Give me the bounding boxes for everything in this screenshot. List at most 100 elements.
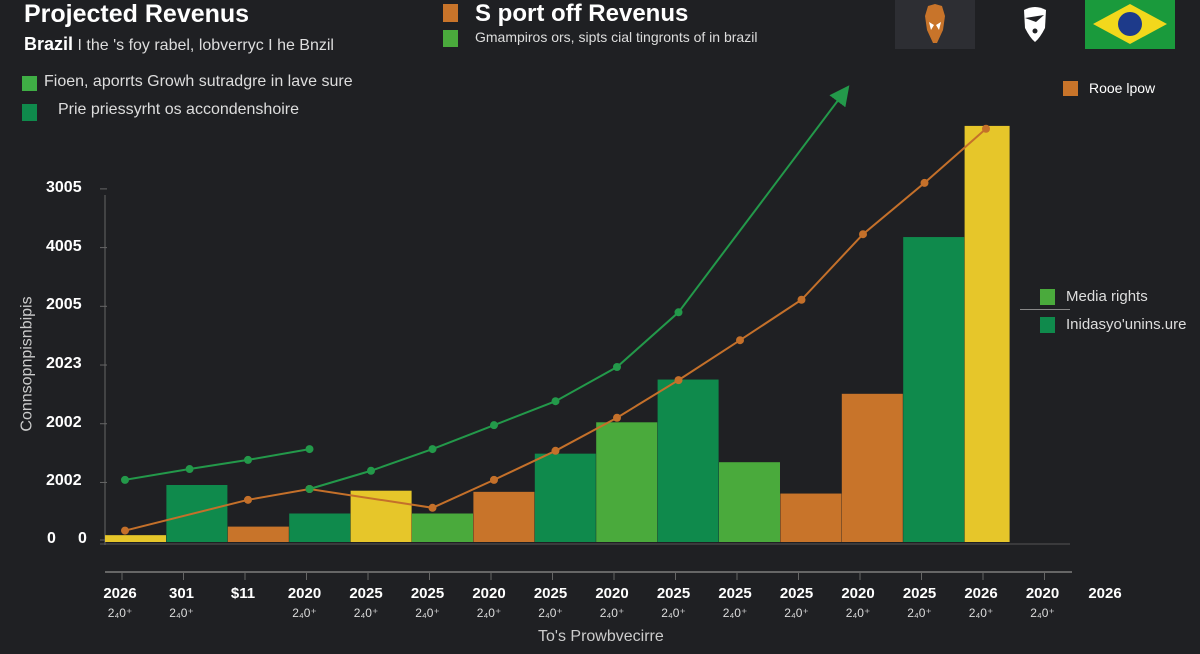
legend-item: Rooe lpow	[1089, 80, 1156, 96]
data-point	[185, 465, 194, 474]
x-tick-sublabel: 2₄0⁺	[538, 606, 563, 620]
data-point	[613, 413, 621, 422]
legend-item: Fioen, aporrts Growh sutradgre in lave s…	[44, 73, 353, 90]
x-tick-label: 2020	[287, 585, 322, 602]
legend-swatch	[443, 4, 458, 22]
x-tick-sublabel: 2₄0⁺	[169, 606, 194, 620]
x-tick-label: 2025	[718, 585, 752, 602]
y-tick-label: 2002	[46, 472, 82, 490]
x-tick-sublabel: 2₄0⁺	[661, 606, 686, 620]
legend-item: Prie priessyrht os accondenshoire	[58, 101, 300, 118]
x-tick-label: 2026	[1088, 585, 1122, 602]
bar	[227, 526, 289, 542]
bar	[412, 513, 473, 542]
x-tick-label: $11	[230, 585, 256, 602]
bar	[964, 125, 1010, 543]
y-tick-label: 2005	[46, 296, 82, 314]
legend-divider	[1020, 309, 1070, 310]
data-point	[551, 446, 560, 455]
data-point	[490, 475, 498, 484]
x-tick-label: 2026	[103, 585, 137, 602]
x-tick-label: 2025	[779, 585, 814, 602]
x-tick-sublabel: 2₄0⁺	[292, 606, 317, 620]
data-point	[428, 445, 437, 454]
legend-swatch	[443, 30, 458, 47]
legend-item: Media rights	[1066, 288, 1148, 305]
y-tick-label: 2023	[46, 355, 82, 373]
x-tick-label: 2020	[841, 585, 875, 602]
legend-swatch	[1040, 289, 1055, 305]
x-tick-sublabel: 2₄0⁺	[353, 606, 379, 620]
data-point	[367, 466, 375, 475]
x-tick-label: 2025	[902, 585, 937, 602]
subtitle-text: I the 's foy rabel, lobverryc I he Bnzil	[77, 37, 334, 54]
subtitle: Brazil I the 's foy rabel, lobverryc I h…	[24, 34, 334, 55]
data-point	[674, 308, 683, 317]
secondary-title: S port off Revenus	[475, 0, 689, 27]
subtitle-country: Brazil	[24, 34, 74, 54]
x-tick-label: 2025	[656, 585, 691, 602]
y-tick-label: 4005	[46, 237, 82, 255]
y-tick-label: 3005	[46, 178, 82, 196]
data-point	[305, 445, 314, 454]
bar	[596, 422, 658, 542]
data-point	[797, 295, 806, 304]
legend-item: Inidasyo'unins.ure	[1066, 316, 1187, 333]
bar	[903, 237, 965, 543]
x-tick-label: 2025	[533, 585, 568, 602]
data-point	[428, 503, 437, 512]
y-tick-label: 0	[78, 530, 87, 547]
x-tick-sublabel: 2₄0⁺	[845, 606, 871, 620]
x-tick-label: 2026	[964, 585, 998, 602]
x-tick-sublabel: 2₄0⁺	[722, 606, 748, 620]
bar	[534, 453, 596, 542]
brazil-flag-icon	[1085, 0, 1175, 49]
bar	[841, 393, 903, 542]
legend-swatch	[22, 104, 37, 121]
data-point	[244, 455, 252, 464]
x-tick-label: 2020	[595, 585, 629, 602]
series-line	[309, 85, 850, 490]
legend-swatch	[1063, 81, 1078, 96]
x-tick-sublabel: 2₄0⁺	[784, 606, 809, 620]
y-tick-label: 0	[47, 530, 56, 547]
x-tick-label: 2025	[349, 585, 383, 602]
data-point	[613, 363, 621, 372]
data-point	[736, 336, 744, 345]
x-tick-label: 2020	[1025, 585, 1060, 602]
x-tick-label: 2025	[410, 585, 445, 602]
x-tick-sublabel: 2₄0⁺	[415, 606, 440, 620]
bar	[289, 513, 351, 542]
data-point	[920, 178, 929, 187]
legend-swatch	[22, 76, 37, 91]
data-point	[982, 124, 990, 133]
bar	[473, 491, 535, 542]
y-tick-label: 2002	[46, 413, 82, 431]
x-tick-sublabel: 2₄0⁺	[1030, 606, 1055, 620]
shield-icon	[1010, 0, 1060, 49]
secondary-subtitle: Gmampiros ors, sipts cial tingronts of i…	[475, 29, 758, 45]
data-point	[244, 495, 252, 504]
bar	[657, 379, 719, 542]
x-axis-label: To's Prowbvecirre	[538, 628, 664, 645]
data-point	[859, 230, 867, 239]
x-tick-label: 2020	[472, 585, 506, 602]
mask-icon	[895, 0, 975, 49]
bar	[350, 490, 412, 542]
x-tick-sublabel: 2₄0⁺	[968, 606, 994, 620]
data-point	[490, 421, 498, 430]
data-point	[121, 526, 129, 535]
y-axis-label: Connsopnpisnbipis	[18, 296, 36, 432]
bar	[105, 535, 166, 542]
data-point	[551, 397, 560, 406]
data-point	[305, 484, 314, 493]
data-point	[674, 376, 683, 385]
page-title: Projected Revenus	[24, 0, 250, 28]
x-tick-sublabel: 2₄0⁺	[599, 606, 625, 620]
legend-swatch	[1040, 317, 1055, 333]
x-tick-sublabel: 2₄0⁺	[476, 606, 502, 620]
x-tick-sublabel: 2₄0⁺	[107, 606, 133, 620]
x-tick-label: 301	[168, 585, 195, 602]
bar	[719, 462, 780, 542]
